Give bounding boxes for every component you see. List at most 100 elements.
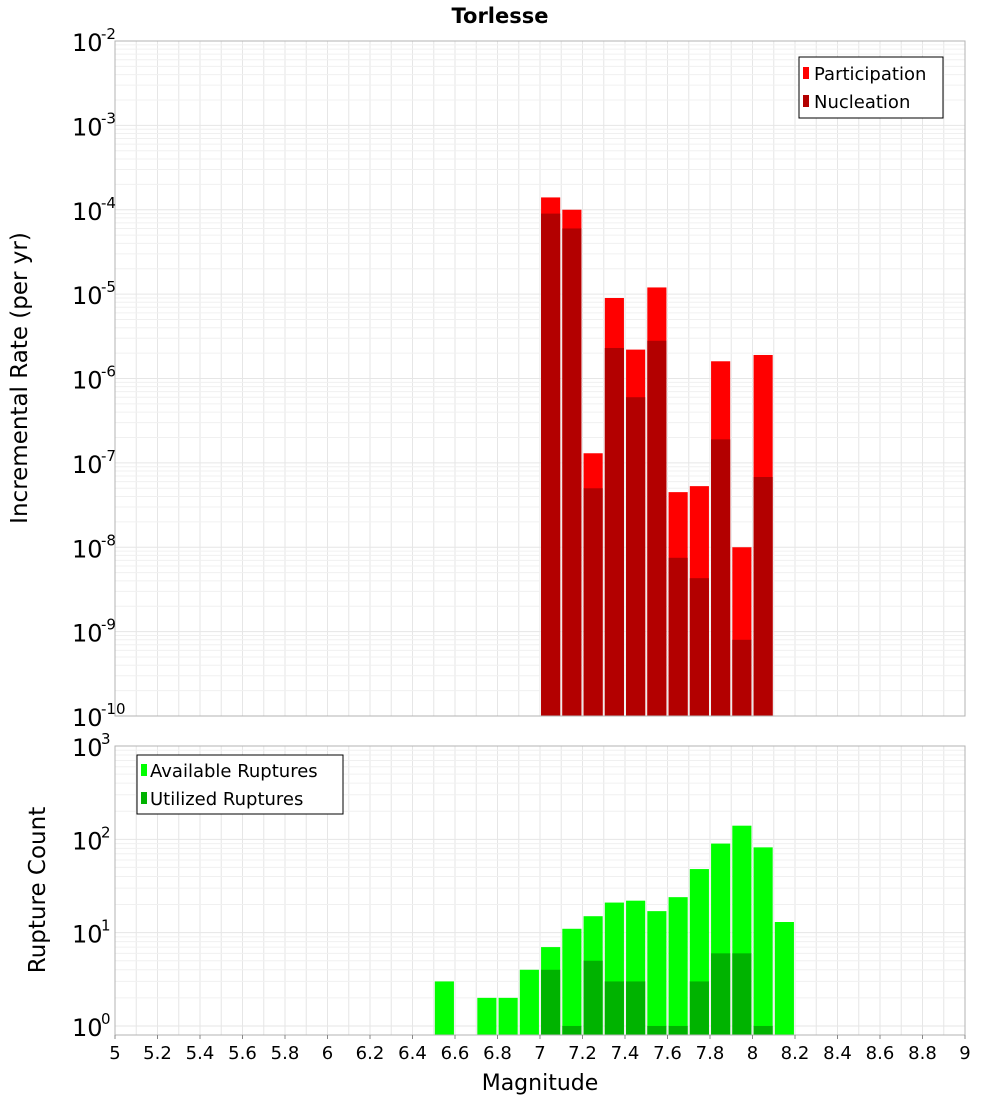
available-ruptures-bar <box>434 981 454 1035</box>
utilized-ruptures-bar <box>711 953 731 1035</box>
bottom-y-tick-label: 10 <box>72 827 103 855</box>
x-tick-label: 5.6 <box>228 1043 257 1064</box>
nucleation-bar <box>541 213 561 717</box>
x-axis-ticks: 5 5.2 5.4 5.6 5.8 6 6.2 6.4 6.6 6.8 7 7.2 7.4 7.6 7.8 8… <box>109 1035 971 1064</box>
top-y-tick-exponent: -4 <box>101 194 116 212</box>
top-legend: Participation Nucleation <box>798 56 944 119</box>
x-tick-label: 6.6 <box>441 1043 470 1064</box>
x-tick-label: 8.4 <box>823 1043 852 1064</box>
nucleation-bar <box>626 397 646 716</box>
bottom-legend: Available Ruptures Utilized Ruptures <box>136 754 344 815</box>
nucleation-bar <box>583 488 603 716</box>
available-ruptures-bar <box>753 847 773 1035</box>
x-tick-label: 7.4 <box>611 1043 640 1064</box>
top-y-tick-exponent: -8 <box>101 531 116 549</box>
top-y-tick-label: 10 <box>72 113 103 141</box>
utilized-ruptures-bar <box>604 981 624 1035</box>
available-ruptures-bar <box>498 997 518 1035</box>
top-y-tick-label: 10 <box>72 367 103 395</box>
chart-title: Torlesse <box>451 4 548 28</box>
bottom-y-tick-label: 10 <box>72 734 103 762</box>
top-y-tick-label: 10 <box>72 198 103 226</box>
x-tick-label: 7.8 <box>696 1043 725 1064</box>
x-tick-label: 8.2 <box>781 1043 810 1064</box>
utilized-ruptures-bar <box>732 953 752 1035</box>
x-tick-label: 8.8 <box>908 1043 937 1064</box>
bottom-plot-bars <box>434 825 794 1035</box>
x-tick-label: 8 <box>747 1043 758 1064</box>
top-y-tick-label: 10 <box>72 535 103 563</box>
top-y-tick-exponent: -9 <box>101 616 116 634</box>
available-legend-label: Available Ruptures <box>150 761 318 782</box>
x-tick-label: 7.6 <box>653 1043 682 1064</box>
bottom-y-tick-label: 10 <box>72 1014 103 1042</box>
x-tick-label: 7 <box>534 1043 545 1064</box>
bottom-y-tick-exponent: 3 <box>101 730 111 748</box>
nucleation-bar <box>689 578 709 716</box>
nucleation-bar <box>604 347 624 716</box>
top-y-tick-exponent: -5 <box>101 278 116 296</box>
x-axis-label: Magnitude <box>482 1071 599 1096</box>
nucleation-bar <box>668 557 688 716</box>
x-tick-label: 6 <box>322 1043 333 1064</box>
bottom-y-tick-label: 10 <box>72 921 103 949</box>
top-plot-bars <box>541 197 773 717</box>
top-y-tick-exponent: -3 <box>101 109 116 127</box>
x-tick-label: 5 <box>109 1043 120 1064</box>
top-legend-box <box>798 56 944 119</box>
top-y-tick-label: 10 <box>72 704 103 732</box>
x-tick-label: 5.4 <box>186 1043 215 1064</box>
top-y-axis-ticks: 10-210-310-410-510-610-710-810-910-10 <box>72 25 126 732</box>
top-plot-frame <box>114 40 966 717</box>
bottom-y-tick-exponent: 0 <box>101 1010 111 1028</box>
x-tick-label: 6.4 <box>398 1043 427 1064</box>
top-y-tick-label: 10 <box>72 29 103 57</box>
utilized-legend-swatch <box>141 792 147 804</box>
participation-legend-label: Participation <box>814 64 926 85</box>
utilized-ruptures-bar <box>562 1025 582 1035</box>
bottom-y-axis-label: Rupture Count <box>25 807 51 973</box>
utilized-ruptures-bar <box>753 1025 773 1035</box>
top-y-tick-exponent: -10 <box>101 700 126 718</box>
x-tick-label: 6.8 <box>483 1043 512 1064</box>
nucleation-bar <box>647 340 667 716</box>
top-plot-grid <box>114 41 966 717</box>
nucleation-legend-label: Nucleation <box>814 92 910 113</box>
nucleation-bar <box>562 228 582 716</box>
bottom-legend-box <box>136 754 344 815</box>
x-tick-label: 8.6 <box>866 1043 895 1064</box>
top-y-tick-exponent: -2 <box>101 25 116 43</box>
available-ruptures-bar <box>668 897 688 1035</box>
utilized-ruptures-bar <box>583 960 603 1035</box>
nucleation-legend-swatch <box>803 95 809 107</box>
nucleation-bar <box>711 439 731 716</box>
x-tick-label: 5.8 <box>271 1043 300 1064</box>
nucleation-bar <box>732 639 752 716</box>
available-ruptures-bar <box>477 997 497 1035</box>
utilized-ruptures-bar <box>668 1025 688 1035</box>
top-y-tick-label: 10 <box>72 282 103 310</box>
x-tick-label: 6.2 <box>356 1043 385 1064</box>
participation-legend-swatch <box>803 67 809 79</box>
x-tick-label: 5.2 <box>143 1043 172 1064</box>
bottom-y-tick-exponent: 1 <box>101 917 111 935</box>
utilized-ruptures-bar <box>689 981 709 1035</box>
utilized-ruptures-bar <box>541 969 561 1035</box>
available-ruptures-bar <box>647 911 667 1035</box>
utilized-legend-label: Utilized Ruptures <box>150 789 303 810</box>
available-ruptures-bar <box>774 922 794 1035</box>
bottom-y-tick-exponent: 2 <box>101 823 111 841</box>
x-tick-label: 9 <box>959 1043 970 1064</box>
nucleation-bar <box>753 477 773 716</box>
top-y-axis-label: Incremental Rate (per yr) <box>7 232 33 524</box>
available-legend-swatch <box>141 764 147 776</box>
utilized-ruptures-bar <box>647 1025 667 1035</box>
available-ruptures-bar <box>562 928 582 1035</box>
top-y-tick-exponent: -6 <box>101 363 116 381</box>
x-tick-label: 7.2 <box>568 1043 597 1064</box>
top-y-tick-exponent: -7 <box>101 447 116 465</box>
utilized-ruptures-bar <box>626 981 646 1035</box>
top-y-tick-label: 10 <box>72 451 103 479</box>
